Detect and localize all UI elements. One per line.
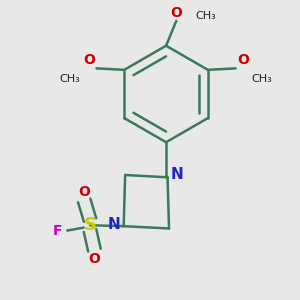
Text: N: N — [107, 217, 120, 232]
Text: F: F — [53, 224, 62, 238]
Text: CH₃: CH₃ — [252, 74, 272, 84]
Text: O: O — [83, 53, 95, 68]
Text: CH₃: CH₃ — [60, 74, 80, 84]
Text: O: O — [170, 6, 182, 20]
Text: O: O — [237, 53, 249, 68]
Text: O: O — [78, 185, 90, 199]
Text: N: N — [171, 167, 184, 182]
Text: O: O — [88, 252, 101, 266]
Text: CH₃: CH₃ — [195, 11, 216, 21]
Text: S: S — [83, 216, 97, 234]
